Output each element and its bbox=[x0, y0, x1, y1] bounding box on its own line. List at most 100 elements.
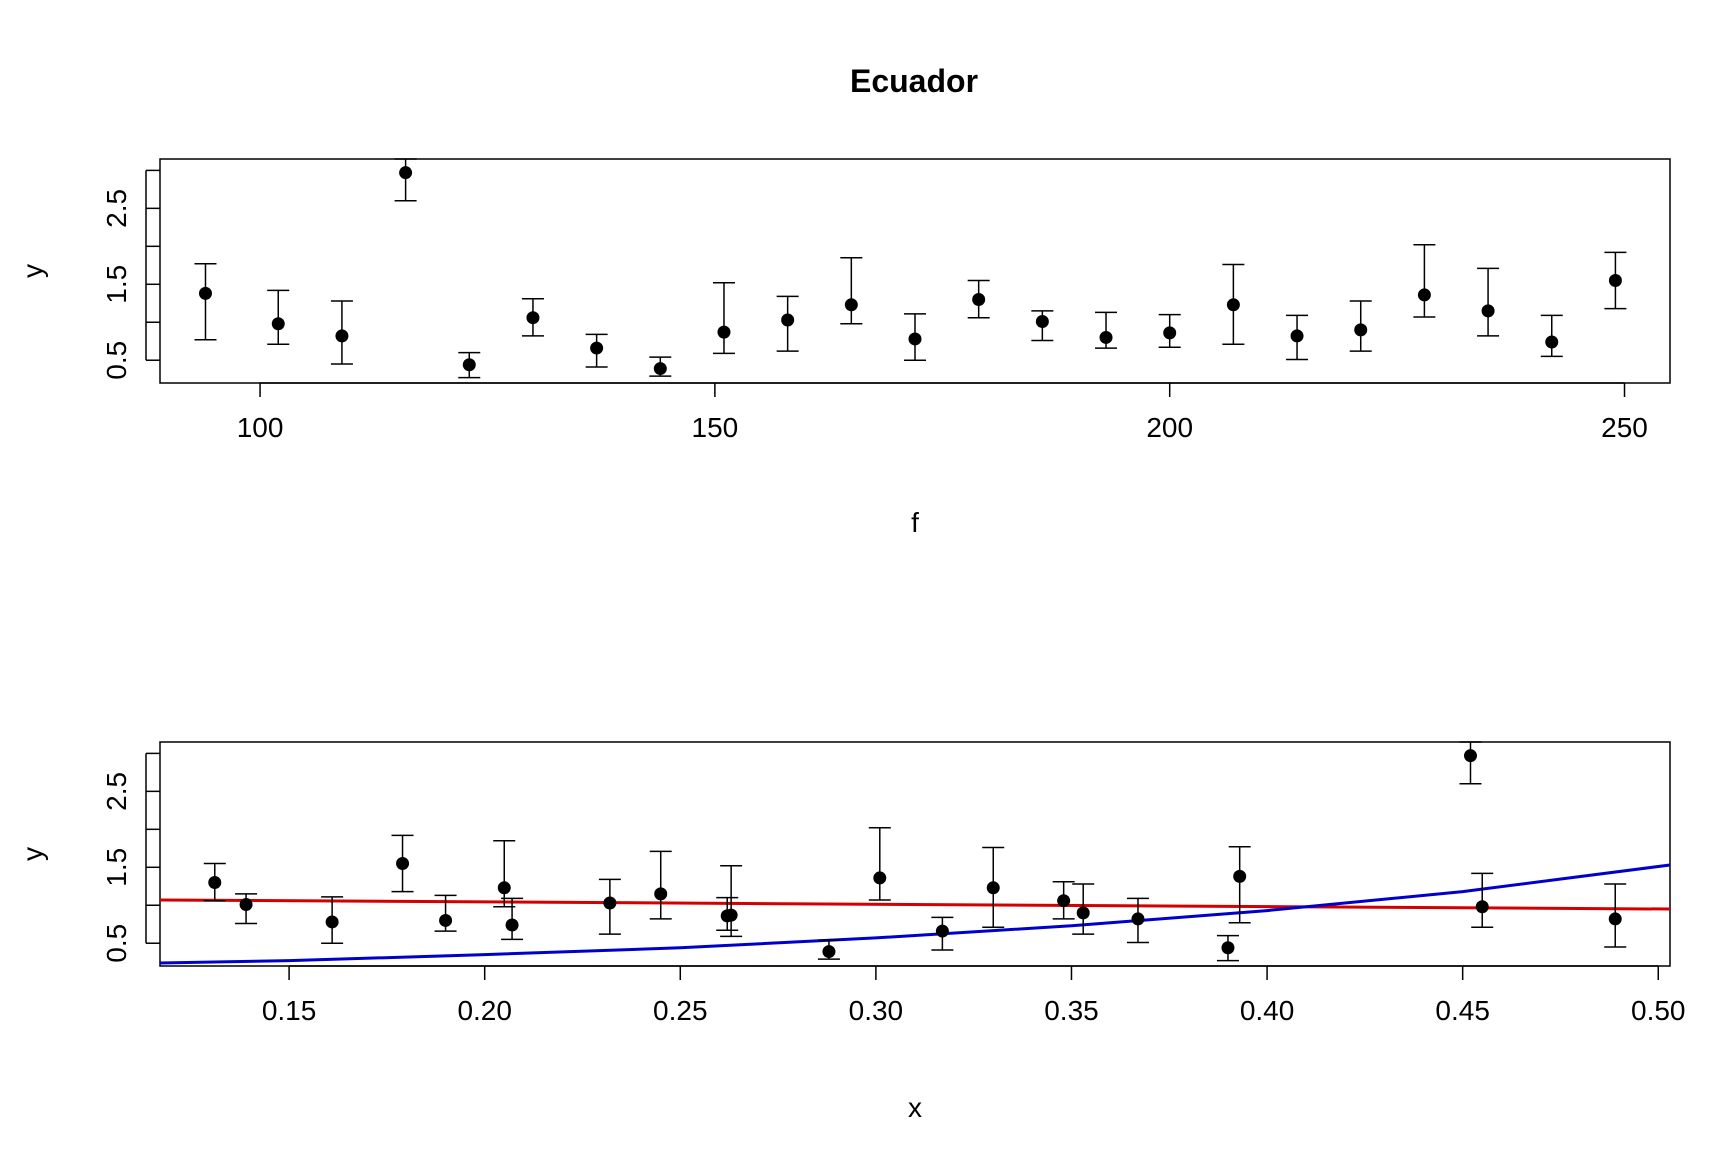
data-point-group bbox=[1459, 741, 1482, 785]
chart-title: Ecuador bbox=[850, 63, 978, 99]
data-point bbox=[590, 341, 604, 355]
data-point bbox=[1035, 314, 1049, 328]
fitted-lines bbox=[159, 863, 1671, 965]
data-point bbox=[653, 362, 667, 376]
data-point bbox=[1475, 900, 1489, 914]
data-point-group bbox=[982, 846, 1005, 929]
data-point-group bbox=[1072, 883, 1095, 935]
data-point bbox=[986, 881, 1000, 895]
x-tick-label: 0.30 bbox=[849, 995, 904, 1026]
fit-line-1 bbox=[159, 863, 1671, 965]
x-tick-label: 0.25 bbox=[653, 995, 708, 1026]
x-tick-label: 100 bbox=[237, 412, 284, 443]
x-axis-label: f bbox=[911, 507, 919, 538]
data-point-group bbox=[521, 297, 544, 337]
data-point bbox=[822, 945, 836, 959]
data-point bbox=[1481, 304, 1495, 318]
plot-frame bbox=[159, 741, 1671, 967]
data-point bbox=[972, 292, 986, 306]
data-point bbox=[1233, 869, 1247, 883]
data-point-group bbox=[391, 834, 414, 893]
data-point bbox=[603, 896, 617, 910]
data-point bbox=[724, 908, 738, 922]
data-point bbox=[1099, 330, 1113, 344]
data-point-group bbox=[1126, 897, 1149, 944]
data-point-group bbox=[1413, 244, 1436, 318]
data-point-group bbox=[649, 356, 672, 377]
data-point bbox=[908, 332, 922, 346]
data-point-group bbox=[1604, 251, 1627, 310]
data-point-group bbox=[1349, 300, 1372, 352]
data-point bbox=[717, 325, 731, 339]
data-point-group bbox=[235, 893, 258, 925]
data-point bbox=[526, 311, 540, 325]
data-point bbox=[844, 298, 858, 312]
data-point-group bbox=[817, 939, 840, 960]
data-point-group bbox=[434, 894, 457, 932]
y-axis-label: y bbox=[17, 264, 48, 278]
x-tick-label: 0.20 bbox=[457, 995, 512, 1026]
data-point-group bbox=[776, 295, 799, 352]
fit-line-0 bbox=[159, 898, 1671, 911]
data-point-group bbox=[649, 850, 672, 920]
data-point bbox=[1226, 298, 1240, 312]
x-tick-label: 0.15 bbox=[262, 995, 317, 1026]
data-point bbox=[497, 881, 511, 895]
data-point-group bbox=[1286, 314, 1309, 361]
data-point-group bbox=[585, 333, 608, 368]
data-point-group bbox=[967, 279, 990, 319]
data-point bbox=[654, 887, 668, 901]
data-point bbox=[271, 317, 285, 331]
y-tick-label: 1.5 bbox=[101, 265, 132, 304]
x-axis-ticks: 100 150 200 250 bbox=[237, 382, 1648, 443]
data-point-group bbox=[720, 865, 743, 938]
data-point-group bbox=[931, 916, 954, 951]
data-point bbox=[505, 918, 519, 932]
data-point-group bbox=[1222, 263, 1245, 346]
data-point bbox=[335, 329, 349, 343]
x-tick-label: 0.40 bbox=[1240, 995, 1295, 1026]
data-point bbox=[399, 166, 413, 180]
data-point bbox=[462, 358, 476, 372]
x-tick-label: 0.45 bbox=[1435, 995, 1490, 1026]
data-point bbox=[1545, 335, 1559, 349]
x-tick-label: 200 bbox=[1146, 412, 1193, 443]
data-point-group bbox=[1158, 313, 1181, 349]
x-axis-ticks: 0.15 0.20 0.25 0.30 0.35 0.40 0.45 0.50 bbox=[262, 965, 1686, 1026]
data-point bbox=[1417, 288, 1431, 302]
data-point bbox=[1354, 323, 1368, 337]
data-point-group bbox=[868, 827, 891, 901]
x-tick-label: 0.50 bbox=[1631, 995, 1686, 1026]
data-point-group bbox=[1540, 314, 1563, 358]
data-point bbox=[208, 875, 222, 889]
y-tick-label: 0.5 bbox=[101, 341, 132, 380]
x-tick-label: 150 bbox=[692, 412, 739, 443]
data-point bbox=[935, 924, 949, 938]
data-point-group bbox=[1228, 846, 1251, 924]
data-point-group bbox=[194, 263, 217, 341]
data-point bbox=[439, 913, 453, 927]
y-tick-label: 2.5 bbox=[101, 189, 132, 228]
data-point bbox=[1057, 894, 1071, 908]
data-point bbox=[396, 856, 410, 870]
y-tick-label: 0.5 bbox=[101, 924, 132, 963]
data-point-group bbox=[203, 862, 226, 902]
data-point-group bbox=[458, 351, 481, 379]
data-point-group bbox=[1604, 883, 1627, 948]
data-point-group bbox=[1052, 880, 1075, 920]
data-point-group bbox=[501, 897, 524, 941]
data-point-group bbox=[1471, 872, 1494, 929]
data-point bbox=[1163, 326, 1177, 340]
y-tick-label: 1.5 bbox=[101, 848, 132, 887]
bottom-panel: x y 0.15 0.20 0.25 0.30 0.35 0.40 0.45 0.50 0.5… bbox=[17, 741, 1686, 1123]
data-point bbox=[1221, 941, 1235, 955]
data-point bbox=[1290, 329, 1304, 343]
y-tick-label: 2.5 bbox=[101, 772, 132, 811]
data-point bbox=[325, 915, 339, 929]
data-point bbox=[1463, 749, 1477, 763]
data-points bbox=[203, 741, 1627, 962]
data-point-group bbox=[904, 313, 926, 361]
data-point-group bbox=[1477, 267, 1500, 337]
data-point bbox=[198, 286, 212, 300]
